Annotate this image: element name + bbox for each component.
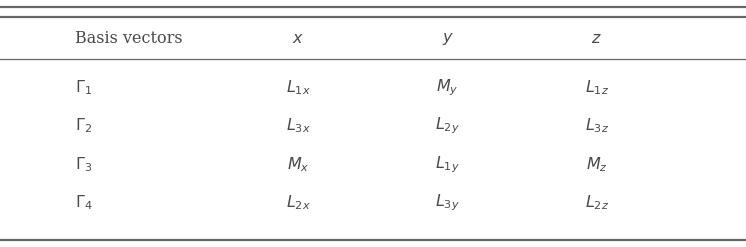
Text: $y$: $y$: [442, 30, 454, 47]
Text: $\Gamma_3$: $\Gamma_3$: [75, 155, 92, 174]
Text: $\Gamma_4$: $\Gamma_4$: [75, 193, 93, 212]
Text: $L_{2z}$: $L_{2z}$: [585, 193, 609, 212]
Text: $L_{2y}$: $L_{2y}$: [435, 116, 460, 136]
Text: $L_{1y}$: $L_{1y}$: [435, 154, 460, 175]
Text: $L_{3y}$: $L_{3y}$: [435, 192, 460, 213]
Text: $L_{3z}$: $L_{3z}$: [585, 117, 609, 135]
Text: $\Gamma_1$: $\Gamma_1$: [75, 78, 92, 97]
Text: $\Gamma_2$: $\Gamma_2$: [75, 117, 92, 135]
Text: $M_z$: $M_z$: [586, 155, 608, 174]
Text: $z$: $z$: [592, 30, 602, 47]
Text: $M_x$: $M_x$: [287, 155, 310, 174]
Text: $L_{2x}$: $L_{2x}$: [286, 193, 311, 212]
Text: $M_y$: $M_y$: [436, 77, 459, 98]
Text: $L_{1z}$: $L_{1z}$: [585, 78, 609, 97]
Text: $x$: $x$: [292, 30, 304, 47]
Text: $L_{1x}$: $L_{1x}$: [286, 78, 311, 97]
Text: Basis vectors: Basis vectors: [75, 30, 182, 47]
Text: $L_{3x}$: $L_{3x}$: [286, 117, 311, 135]
